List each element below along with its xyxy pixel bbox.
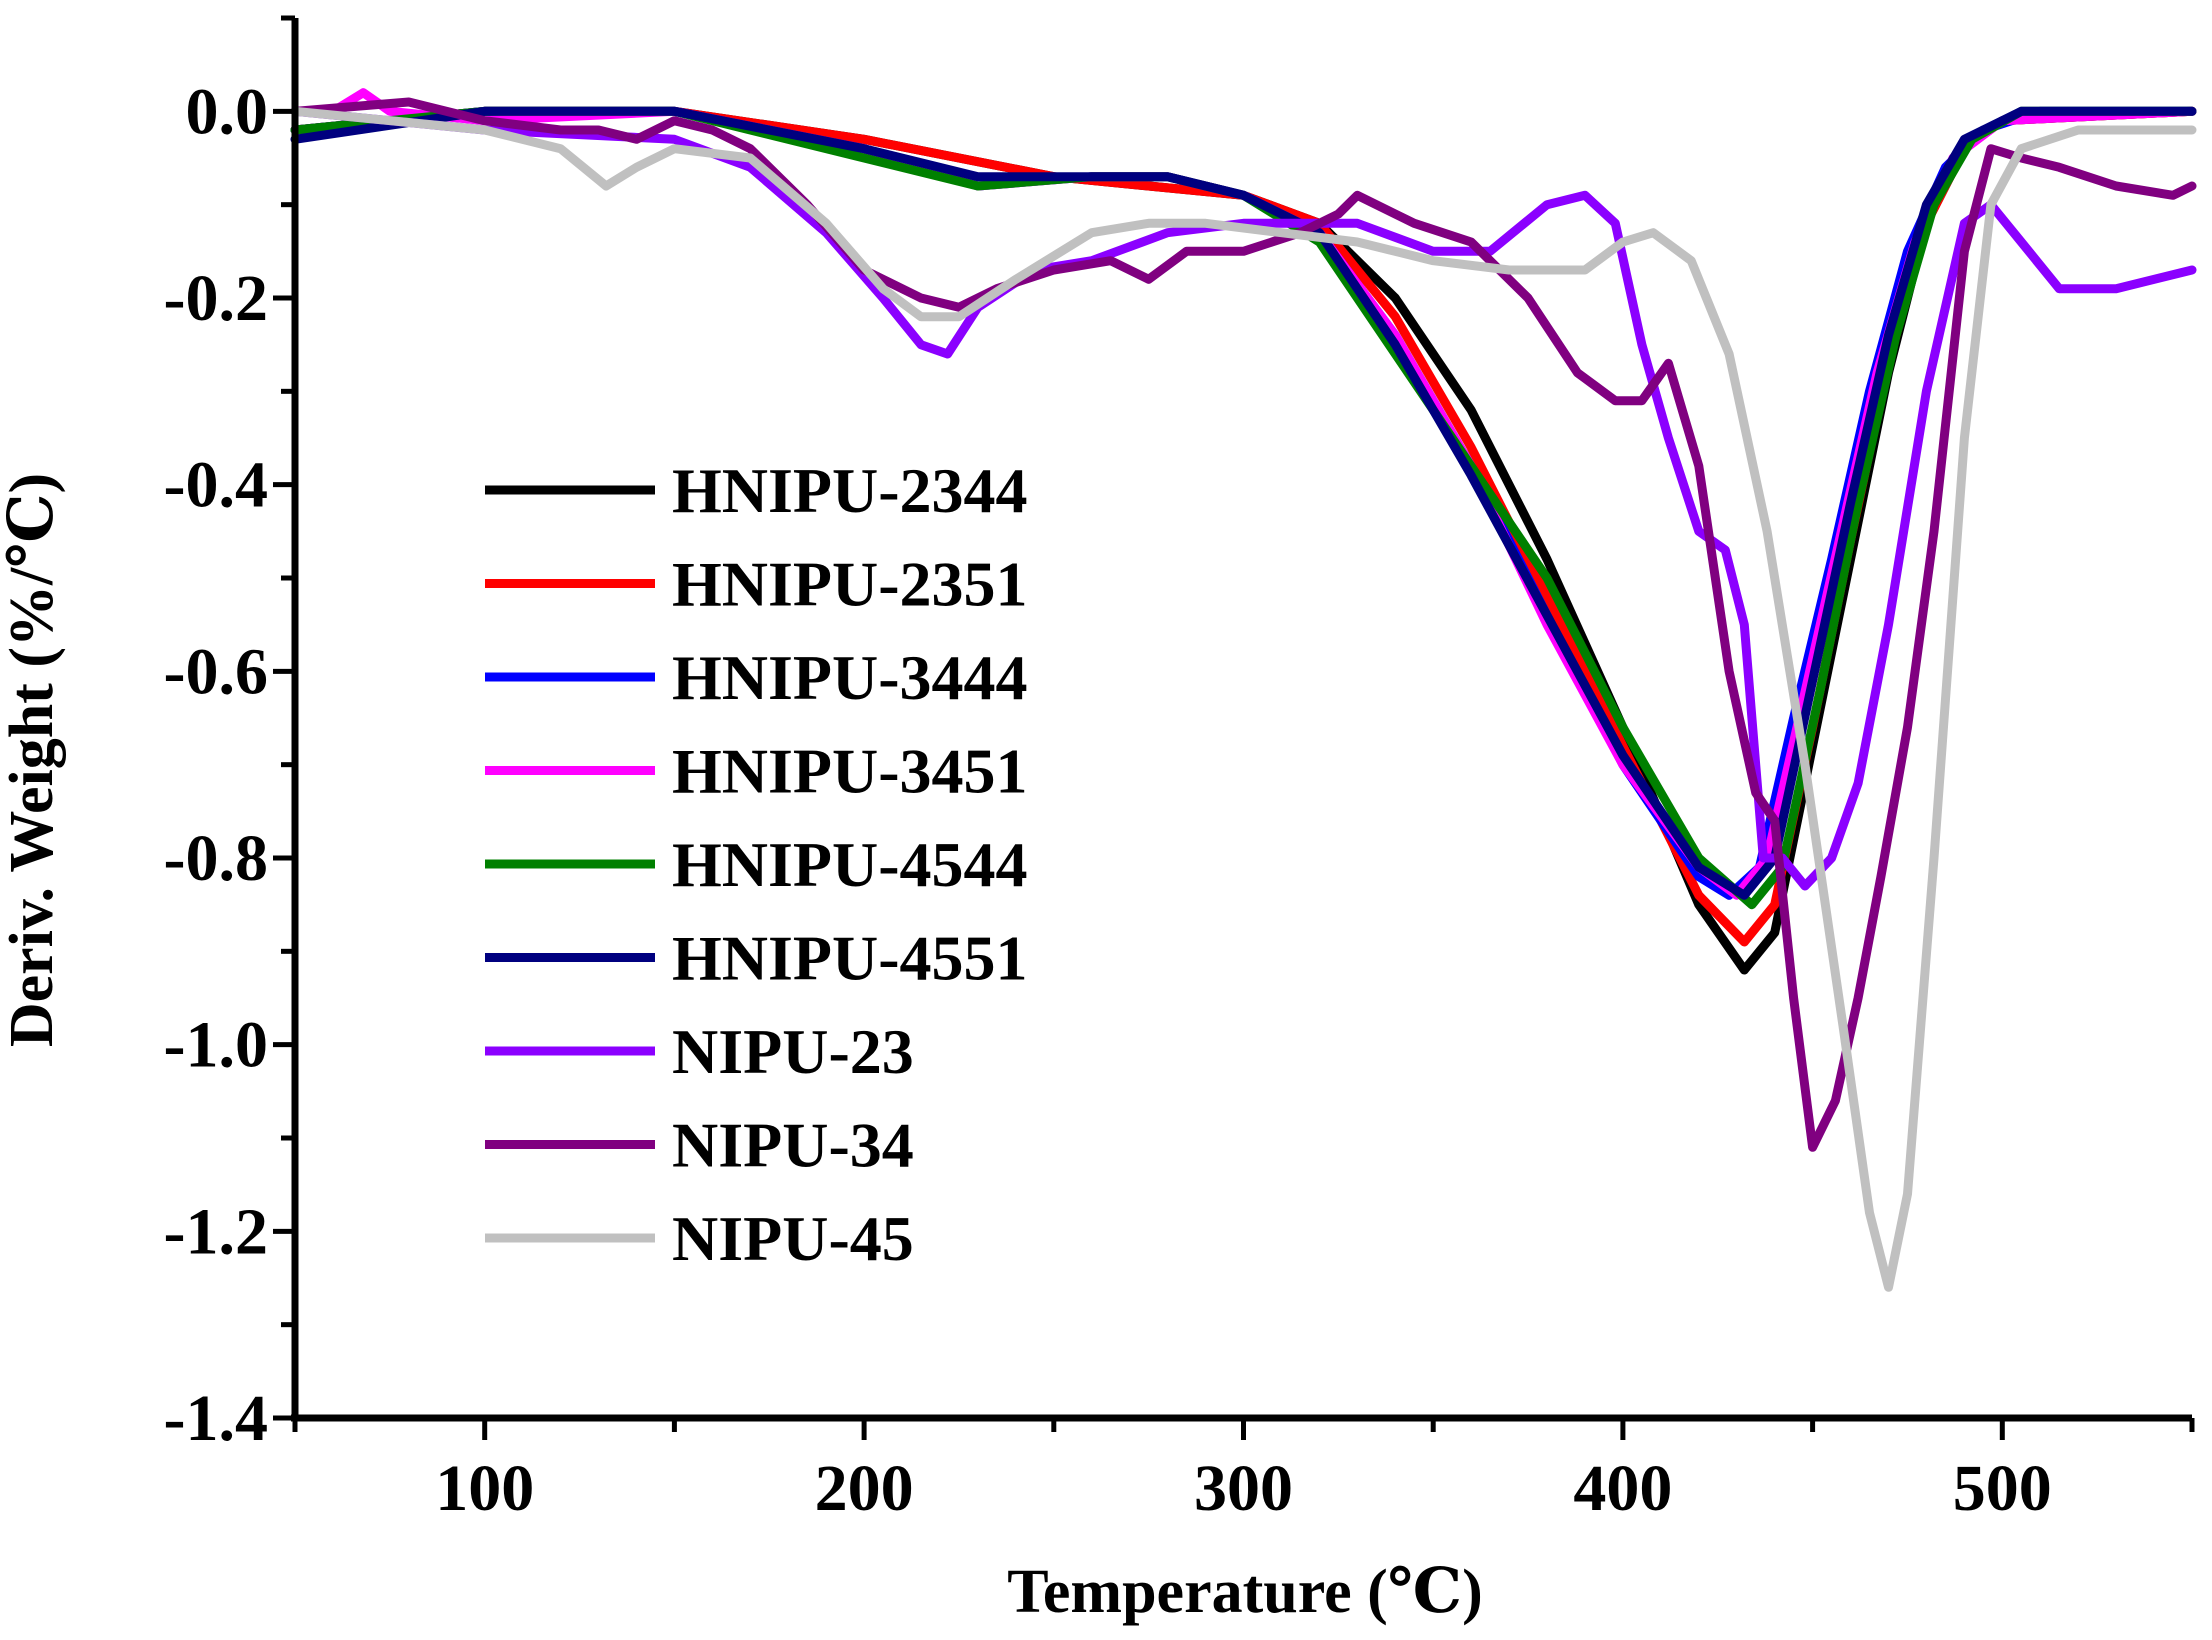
series-line-nipu-34 [290, 97, 2197, 1152]
series-line-nipu-23 [290, 106, 2197, 891]
legend-label-nipu-45: NIPU-45 [672, 1203, 914, 1274]
series-line-hnipu-4551 [290, 106, 2197, 900]
y-tick-label: -0.8 [164, 822, 268, 895]
y-tick-label: -1.4 [164, 1382, 268, 1455]
y-tick-label: -0.2 [164, 262, 268, 335]
y-tick-label: -0.6 [164, 635, 268, 708]
y-axis-title: Deriv. Weight (%/℃) [0, 473, 66, 1047]
series-layer [290, 88, 2197, 1292]
x-tick-label: 300 [1194, 1452, 1293, 1525]
x-tick-label: 200 [815, 1452, 914, 1525]
x-axis-title: Temperature (℃) [1007, 1558, 1482, 1626]
series-line-hnipu-4544 [290, 106, 2197, 910]
legend-label-nipu-23: NIPU-23 [672, 1016, 914, 1087]
legend-label-hnipu-4551: HNIPU-4551 [672, 923, 1028, 994]
x-tick-label: 100 [435, 1452, 534, 1525]
ticks-layer: 100 200 300 400 500 0.0 -0.2 -0.4 -0.6 -0.8 -1.0 -1… [164, 15, 2195, 1525]
legend-label-hnipu-2351: HNIPU-2351 [672, 549, 1028, 620]
x-tick-label: 400 [1573, 1452, 1672, 1525]
legend-label-hnipu-3444: HNIPU-3444 [672, 642, 1028, 713]
legend: HNIPU-2344 HNIPU-2351 HNIPU-3444 HNIPU-3451… [485, 455, 1028, 1274]
legend-label-nipu-34: NIPU-34 [672, 1110, 914, 1181]
series-line-hnipu-2344 [290, 106, 2197, 975]
legend-label-hnipu-3451: HNIPU-3451 [672, 736, 1028, 807]
legend-label-hnipu-2344: HNIPU-2344 [672, 455, 1028, 526]
series-line-nipu-45 [290, 106, 2197, 1292]
legend-label-hnipu-4544: HNIPU-4544 [672, 829, 1028, 900]
y-tick-label: -0.4 [164, 449, 268, 522]
y-tick-label: -1.0 [164, 1009, 268, 1082]
x-tick-label: 500 [1953, 1452, 2052, 1525]
y-tick-label: -1.2 [164, 1195, 268, 1268]
y-tick-label: 0.0 [186, 75, 269, 148]
